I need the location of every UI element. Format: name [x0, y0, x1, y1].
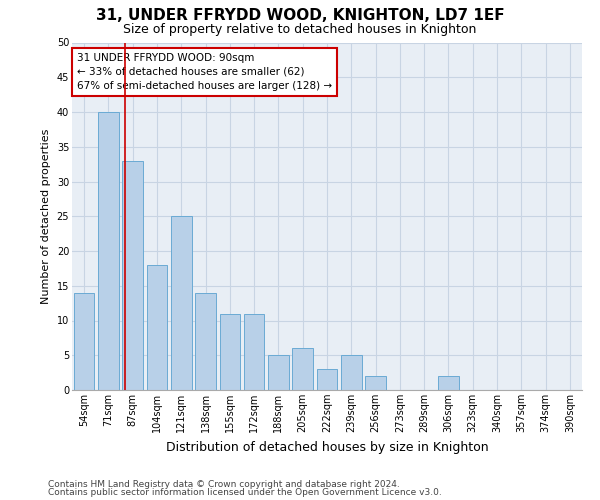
Bar — [122, 160, 143, 390]
Bar — [438, 376, 459, 390]
Bar — [195, 292, 216, 390]
Bar — [74, 292, 94, 390]
Bar — [292, 348, 313, 390]
X-axis label: Distribution of detached houses by size in Knighton: Distribution of detached houses by size … — [166, 440, 488, 454]
Bar — [220, 314, 240, 390]
Bar — [171, 216, 191, 390]
Y-axis label: Number of detached properties: Number of detached properties — [41, 128, 51, 304]
Text: 31, UNDER FFRYDD WOOD, KNIGHTON, LD7 1EF: 31, UNDER FFRYDD WOOD, KNIGHTON, LD7 1EF — [95, 8, 505, 22]
Bar — [317, 369, 337, 390]
Text: 31 UNDER FFRYDD WOOD: 90sqm
← 33% of detached houses are smaller (62)
67% of sem: 31 UNDER FFRYDD WOOD: 90sqm ← 33% of det… — [77, 53, 332, 91]
Bar — [146, 265, 167, 390]
Text: Contains public sector information licensed under the Open Government Licence v3: Contains public sector information licen… — [48, 488, 442, 497]
Bar — [244, 314, 265, 390]
Bar — [341, 355, 362, 390]
Text: Contains HM Land Registry data © Crown copyright and database right 2024.: Contains HM Land Registry data © Crown c… — [48, 480, 400, 489]
Bar — [98, 112, 119, 390]
Bar — [365, 376, 386, 390]
Text: Size of property relative to detached houses in Knighton: Size of property relative to detached ho… — [124, 22, 476, 36]
Bar — [268, 355, 289, 390]
